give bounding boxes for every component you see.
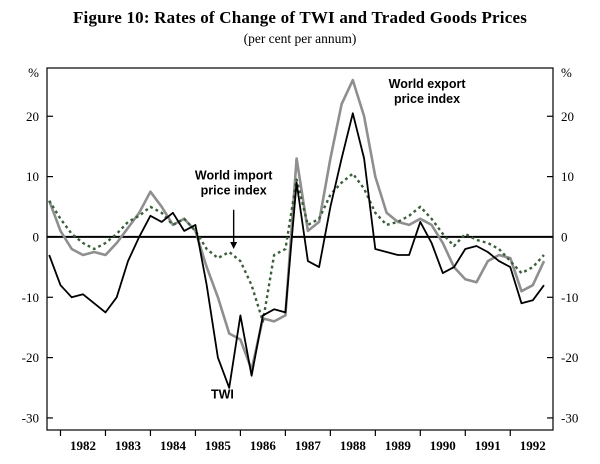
world-import-label: World import — [195, 169, 273, 183]
figure-title: Figure 10: Rates of Change of TWI and Tr… — [72, 8, 528, 27]
x-tick-label: 1988 — [340, 438, 367, 453]
y-tick-label-left: -10 — [22, 290, 39, 305]
twi-label: TWI — [211, 388, 234, 402]
world-export-label: price index — [394, 92, 460, 106]
world-export-price-index-line — [47, 78, 546, 371]
y-tick-label-left: 0 — [33, 229, 40, 244]
y-tick-label-left: -20 — [22, 350, 39, 365]
twi-line — [48, 112, 545, 389]
world-import-price-index-line — [48, 172, 545, 323]
y-tick-label-right: -30 — [561, 410, 578, 425]
x-tick-label: 1984 — [160, 438, 187, 453]
y-tick-label-left: 20 — [26, 109, 39, 124]
plot-frame — [46, 67, 554, 431]
y-tick-label-left: -30 — [22, 410, 39, 425]
world-import-label: price index — [201, 184, 267, 198]
figure-subtitle: (per cent per annum) — [243, 31, 357, 46]
y-tick-label-right: 20 — [561, 109, 574, 124]
y-tick-label-left: 10 — [26, 169, 39, 184]
y-axis-unit-right: % — [561, 65, 572, 80]
chart: 20 20 10 10 0 0 -10 -10 -20 -20 -30 -30% % 1982 1983 19… — [22, 65, 579, 453]
x-tick-label: 1990 — [430, 438, 456, 453]
world-export-label: World export — [389, 77, 467, 91]
x-tick-label: 1982 — [70, 438, 96, 453]
x-tick-label: 1991 — [475, 438, 501, 453]
world-import-label-arrowhead — [230, 242, 238, 249]
x-tick-label: 1985 — [205, 438, 232, 453]
x-tick-label: 1987 — [295, 438, 322, 453]
x-tick-label: 1992 — [520, 438, 546, 453]
x-tick-label: 1983 — [115, 438, 142, 453]
x-tick-label: 1989 — [385, 438, 412, 453]
y-tick-label-right: 10 — [561, 169, 574, 184]
y-tick-label-right: 0 — [561, 229, 568, 244]
y-axis-unit-left: % — [28, 65, 39, 80]
y-tick-label-right: -10 — [561, 290, 578, 305]
x-tick-label: 1986 — [250, 438, 277, 453]
y-tick-label-right: -20 — [561, 350, 578, 365]
